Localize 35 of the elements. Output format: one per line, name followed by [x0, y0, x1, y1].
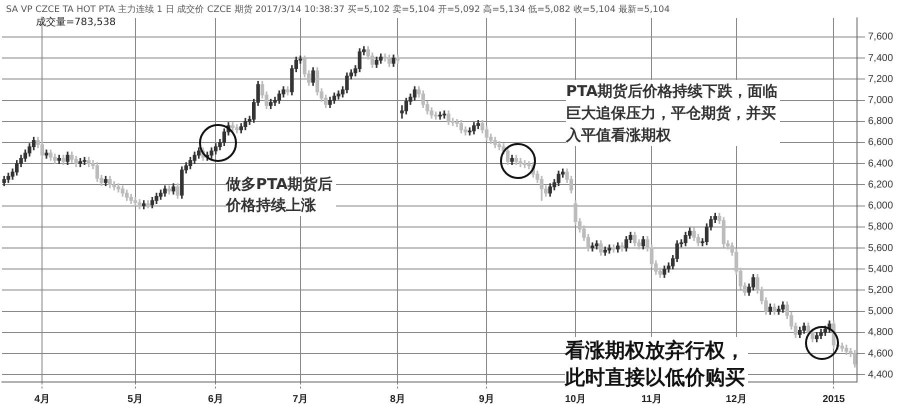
y-tick-label: 5,200: [868, 284, 894, 296]
y-tick-label: 4,400: [868, 369, 894, 380]
annotation: PTA期货后价格持续下跌，面临巨大追保压力，平仓期货，并买入平值看涨期权: [566, 80, 780, 146]
x-tick-label: 6月: [208, 394, 224, 405]
y-tick-label: 5,600: [868, 242, 894, 254]
x-tick-label: 12月: [726, 394, 747, 405]
x-tick-label: 8月: [390, 394, 406, 405]
x-tick-label: 11月: [641, 394, 662, 405]
y-tick-label: 4,600: [868, 348, 894, 360]
text: SA VP CZCE TA HOT PTA 主力连续 1 日 成交价 CZCE 期货 2017/3/14 10:38:37 买=5,102 卖=5,104 开=5,092 高=5,134 低=5,082 收=5,104 最新=5,104: [6, 4, 670, 16]
y-tick-label: 7,400: [868, 52, 894, 64]
x-tick-label: 2015: [822, 394, 846, 405]
y-tick-label: 5,800: [868, 222, 894, 233]
candlestick: [438, 112, 442, 120]
x-tick-label: 5月: [128, 394, 144, 405]
y-tick-label: 7,200: [868, 74, 894, 85]
y-tick-label: 6,400: [868, 158, 894, 170]
y-tick-label: 6,000: [868, 200, 894, 212]
candlestick: [82, 156, 86, 165]
y-tick-label: 6,600: [868, 137, 894, 148]
annotation: 看涨期权放弃行权，此时直接以低价购买: [565, 337, 748, 391]
y-tick-label: 6,800: [868, 116, 894, 128]
x-tick-label: 4月: [34, 394, 50, 405]
annotation: 做多PTA期货后价格持续上涨: [226, 174, 336, 216]
x-tick-label: 7月: [292, 394, 308, 405]
y-tick-label: 4,800: [868, 327, 894, 338]
x-tick-label: 9月: [478, 394, 494, 405]
annotation: 成交量=783,538: [36, 16, 116, 29]
y-tick-label: 7,600: [868, 32, 894, 43]
candlestick: [146, 200, 150, 208]
y-tick-label: 7,000: [868, 95, 894, 106]
y-tick-label: 5,400: [868, 264, 894, 275]
y-tick-label: 6,200: [868, 179, 894, 190]
y-tick-label: 5,000: [868, 306, 894, 318]
x-tick-label: 10月: [564, 394, 586, 405]
